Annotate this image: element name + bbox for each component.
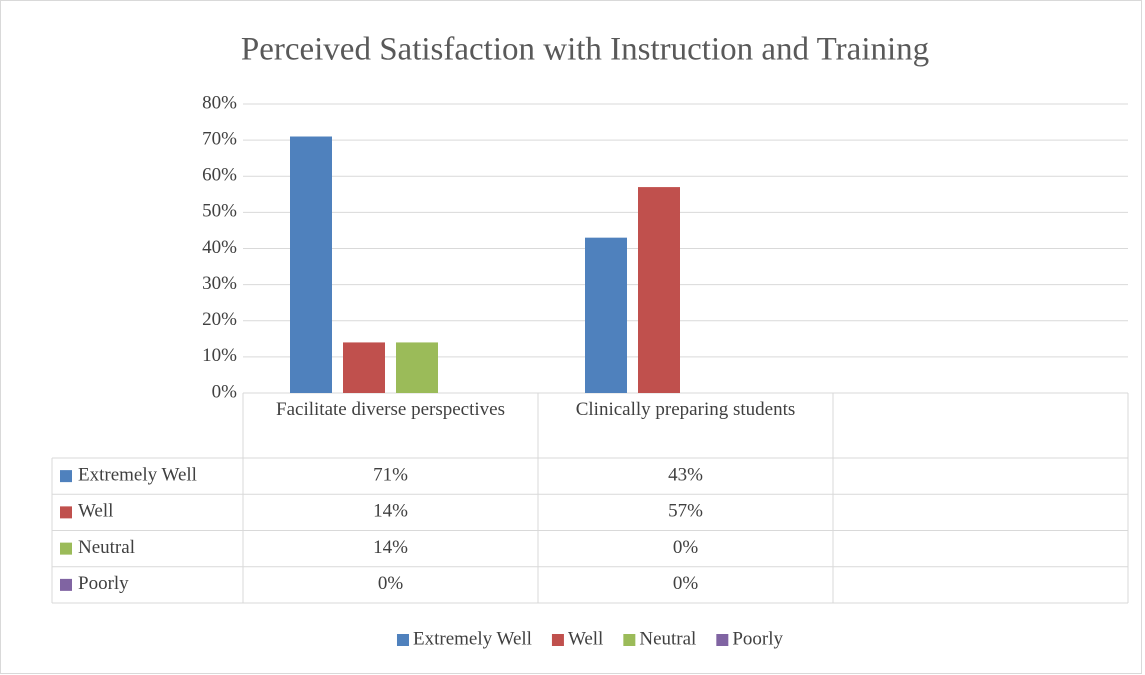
table-cell: 43% [668,464,703,485]
row-label: Poorly [78,573,129,594]
bar [343,342,385,393]
row-label: Neutral [78,537,135,558]
legend-label: Poorly [732,628,783,649]
y-tick-label: 60% [202,165,237,186]
table-cell: 57% [668,501,703,522]
legend-key [396,634,409,646]
x-tick-cell: Facilitate diverse perspectives [276,399,505,420]
y-tick-label: 0% [212,381,238,402]
legend-label: Extremely Well [413,628,532,649]
bar [290,136,332,393]
x-tick-cell: Clinically preparing students [575,399,796,420]
y-tick-label: 10% [202,345,237,366]
bar [585,237,627,393]
legend-key [551,634,564,646]
legend-key [60,506,72,519]
table-cell: 0% [673,537,699,558]
legend-label: Neutral [639,628,696,649]
row-label: Extremely Well [78,464,197,485]
table-cell: 71% [373,464,408,485]
table-cell: 0% [673,573,699,594]
bar [638,187,680,393]
legend-key [60,470,72,483]
legend: Extremely Well Well Neutral Poorly [396,628,784,649]
legend-key [60,578,72,591]
y-tick-label: 50% [202,201,237,222]
chart-title: Perceived Satisfaction with Instruction … [241,32,929,68]
bar [396,342,438,393]
table-cell: 14% [373,501,408,522]
legend-key [60,542,72,555]
x-tick-label: Clinically preparing students [575,399,796,420]
legend-key [716,634,729,646]
table-cell: 14% [373,537,408,558]
y-tick-label: 70% [202,128,237,149]
y-tick-label: 20% [202,309,237,330]
row-label: Well [78,501,113,522]
y-tick-label: 30% [202,273,237,294]
legend-key [623,634,636,646]
y-tick-label: 80% [202,92,237,113]
table-cell: 0% [378,573,404,594]
y-tick-label: 40% [202,237,237,258]
legend-label: Well [568,628,603,649]
x-tick-label: Facilitate diverse perspectives [276,399,505,420]
